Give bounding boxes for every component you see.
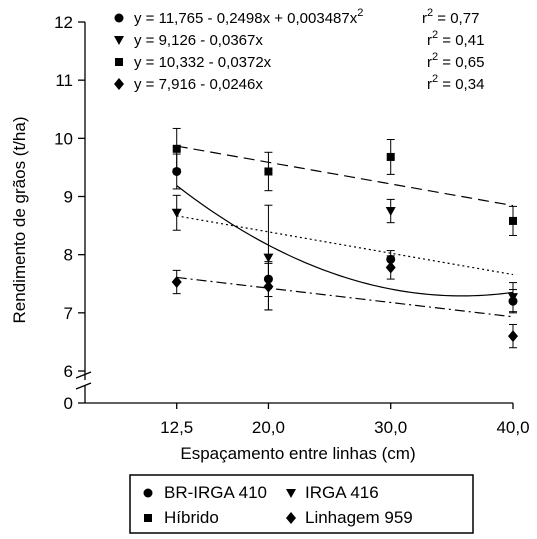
y-tick-label: 12 bbox=[54, 13, 73, 32]
data-point bbox=[172, 166, 182, 176]
data-point bbox=[264, 167, 273, 176]
y-tick-label: 6 bbox=[64, 362, 73, 381]
data-point bbox=[171, 276, 182, 289]
fit-lines bbox=[176, 145, 514, 318]
y-tick-label: 9 bbox=[64, 188, 73, 207]
legend-marker bbox=[144, 514, 152, 522]
fit-line bbox=[176, 145, 514, 207]
equation-text: y = 11,765 - 0,2498x + 0,003487x2 bbox=[134, 7, 363, 27]
legend: BR-IRGA 410 IRGA 416 Híbrido Linhagem 959 bbox=[129, 474, 474, 534]
y-axis-break-mark bbox=[75, 371, 92, 379]
legend-marker bbox=[143, 488, 153, 498]
r-squared-exponent: 2 bbox=[432, 73, 438, 85]
x-axis-label: Espaçamento entre linhas (cm) bbox=[180, 444, 415, 463]
equation-marker bbox=[114, 13, 124, 23]
x-tick-label: 30,0 bbox=[374, 418, 407, 437]
equation-marker bbox=[115, 58, 123, 66]
y-tick-label: 7 bbox=[64, 304, 73, 323]
equation-exponent: 2 bbox=[357, 7, 363, 19]
data-point bbox=[385, 261, 396, 274]
r-squared-exponent: 2 bbox=[432, 29, 438, 41]
y-axis-label: Rendimento de grãos (t/ha) bbox=[10, 117, 29, 324]
fit-line bbox=[176, 185, 514, 297]
legend-label: IRGA 416 bbox=[305, 483, 379, 502]
y-tick-label: 8 bbox=[64, 246, 73, 265]
legend-label: Linhagem 959 bbox=[305, 508, 413, 527]
equation-text: y = 10,332 - 0,0372x bbox=[134, 54, 272, 71]
r-squared-value: = 0,34 bbox=[438, 76, 484, 93]
legend-box bbox=[129, 474, 474, 534]
r-squared-text: r2 = 0,77 bbox=[422, 7, 479, 27]
data-point bbox=[172, 144, 181, 153]
fit-line bbox=[176, 215, 514, 276]
equation-text: y = 7,916 - 0,0246x bbox=[134, 76, 263, 93]
data-point bbox=[386, 254, 396, 264]
y-axis-break-mark bbox=[75, 382, 92, 390]
legend-marker bbox=[286, 489, 296, 498]
x-tick-label: 40,0 bbox=[496, 418, 529, 437]
data-point bbox=[509, 216, 517, 225]
x-tick-label: 12,5 bbox=[160, 418, 193, 437]
data-point bbox=[386, 152, 395, 161]
r-squared-value: = 0,41 bbox=[438, 32, 484, 49]
legend-label: Híbrido bbox=[164, 508, 219, 527]
data-point bbox=[508, 293, 518, 303]
equations: y = 11,765 - 0,2498x + 0,003487x2 r2 = 0,… bbox=[114, 7, 484, 93]
y-tick-label: 10 bbox=[54, 129, 73, 148]
data-points bbox=[171, 144, 518, 343]
legend-label: BR-IRGA 410 bbox=[164, 483, 267, 502]
error-bars bbox=[172, 127, 517, 349]
r-squared-text: r2 = 0,41 bbox=[427, 29, 484, 49]
r-squared-text: r2 = 0,65 bbox=[427, 51, 484, 71]
equation-marker bbox=[114, 36, 124, 45]
fit-line bbox=[176, 276, 514, 318]
equation-marker bbox=[114, 78, 124, 90]
axes: 6 7 8 9 10 11 12 0 12,5 20,0 30,0 40,0 bbox=[54, 13, 529, 437]
legend-marker bbox=[286, 512, 296, 524]
data-point bbox=[508, 330, 518, 343]
data-point bbox=[263, 274, 273, 284]
data-point bbox=[385, 207, 396, 217]
y-tick-label: 11 bbox=[55, 71, 73, 90]
data-point bbox=[171, 208, 182, 218]
r-squared-exponent: 2 bbox=[427, 7, 433, 19]
data-point bbox=[263, 280, 274, 293]
r-squared-text: r2 = 0,34 bbox=[427, 73, 484, 93]
r-squared-value: = 0,77 bbox=[433, 10, 479, 27]
data-point bbox=[263, 253, 274, 263]
equation-text: y = 9,126 - 0,0367x bbox=[134, 32, 263, 49]
y-tick-label: 0 bbox=[64, 394, 73, 413]
r-squared-value: = 0,65 bbox=[438, 54, 484, 71]
r-squared-exponent: 2 bbox=[432, 51, 438, 63]
x-tick-label: 20,0 bbox=[252, 418, 285, 437]
